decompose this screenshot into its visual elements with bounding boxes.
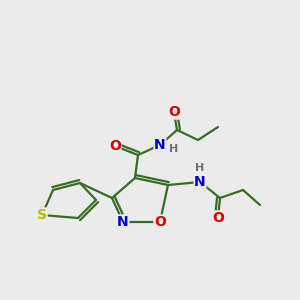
Text: N: N [117,215,129,229]
Text: N: N [154,138,166,152]
Text: O: O [212,211,224,225]
Text: O: O [168,105,180,119]
Text: H: H [169,144,178,154]
Text: N: N [194,175,206,189]
Text: O: O [154,215,166,229]
Text: O: O [109,139,121,153]
Text: S: S [37,208,47,222]
Text: H: H [195,163,205,173]
